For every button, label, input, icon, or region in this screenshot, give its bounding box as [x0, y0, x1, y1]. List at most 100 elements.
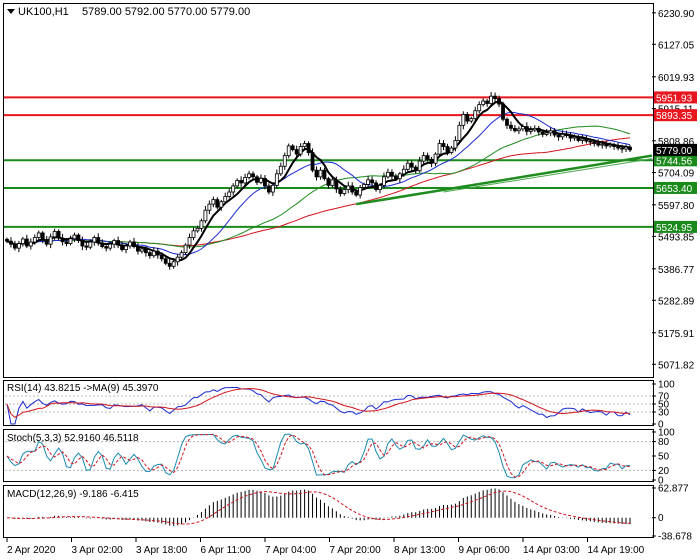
candle-body [374, 182, 378, 190]
candle-body [270, 184, 275, 193]
price-tick-label: 5071.82 [658, 360, 695, 371]
candle-body [513, 127, 517, 132]
candle-body [282, 155, 287, 167]
candle-body [235, 180, 240, 187]
candle-body [473, 110, 478, 120]
candle-body [179, 252, 184, 258]
candle-body [493, 95, 497, 100]
candle-body [112, 240, 117, 245]
candle-body [155, 250, 160, 256]
rsi-line [6, 387, 631, 425]
candle-body [247, 173, 251, 178]
candle-body [195, 228, 200, 232]
candle-body [116, 240, 121, 246]
rsi-panel-frame [3, 380, 654, 426]
candle-body [28, 241, 33, 247]
candle-body [481, 100, 486, 106]
candle-body [32, 237, 37, 243]
candle-body [274, 173, 279, 186]
candle-body [183, 244, 188, 254]
candle-body [255, 176, 259, 183]
candle-body [528, 129, 533, 132]
level-tags: 5951.93 5893.35 5744.56 5653.40 5524.95 5779.… [654, 91, 697, 234]
candle-body [310, 152, 315, 171]
candle-body [612, 144, 617, 147]
candle-body [68, 238, 73, 244]
candle-body [532, 127, 537, 131]
candle-body [441, 143, 446, 147]
candlesticks [5, 91, 632, 270]
symbol-timeframe: UK100,H1 [18, 6, 69, 18]
candle-body [596, 143, 601, 146]
time-tick-label: 8 Apr 13:00 [394, 545, 446, 556]
candle-body [163, 258, 168, 264]
candle-body [624, 146, 628, 150]
candle-body [207, 203, 212, 211]
candle-body [187, 237, 192, 246]
macd-label: MACD(12,26,9) -9.186 -6.415 [7, 489, 139, 500]
stoch-d-line [6, 433, 631, 478]
candle-body [175, 256, 180, 263]
candle-body [24, 238, 29, 247]
candle-body [36, 232, 41, 238]
time-tick-label: 2 Apr 2020 [7, 545, 56, 556]
candle-body [318, 169, 323, 178]
candle-body [568, 135, 573, 139]
candle-body [215, 199, 220, 208]
time-tick-label: 3 Apr 02:00 [72, 545, 124, 556]
candle-body [449, 147, 454, 153]
candle-body [143, 248, 148, 254]
candle-body [405, 162, 410, 170]
candle-body [520, 126, 525, 130]
candle-body [151, 250, 156, 257]
candle-body [92, 237, 97, 243]
candle-body [417, 160, 422, 172]
candle-body [9, 240, 13, 245]
candle-body [88, 241, 93, 248]
candle-body [390, 171, 394, 177]
indicator-tick-label: 0 [658, 420, 664, 431]
level-tag-label: 5951.93 [656, 93, 693, 104]
price-tick-label: 5808.86 [658, 137, 695, 148]
candle-body [239, 180, 244, 184]
rsi-ma-line [6, 388, 631, 418]
candle-body [290, 145, 295, 150]
candle-body [199, 220, 204, 229]
candle-body [497, 98, 501, 105]
ohlc-values: 5789.00 5792.00 5770.00 5779.00 [82, 6, 250, 18]
candle-body [346, 185, 351, 190]
candle-body [469, 118, 474, 122]
candle-body [294, 149, 299, 155]
candle-body [580, 138, 585, 141]
candle-body [334, 179, 339, 190]
candle-body [393, 175, 398, 180]
candle-body [604, 143, 609, 147]
candle-body [465, 113, 470, 122]
time-axis: 2 Apr 2020 3 Apr 02:00 3 Apr 18:00 6 Apr 11… [6, 538, 645, 556]
candle-body [17, 243, 21, 249]
candle-body [124, 245, 128, 251]
support-resistance-levels [4, 96, 653, 228]
candle-body [505, 118, 509, 126]
time-tick-label: 7 Apr 20:00 [330, 545, 382, 556]
time-tick-label: 9 Apr 06:00 [459, 545, 511, 556]
candle-body [457, 124, 462, 141]
candle-body [453, 140, 458, 149]
indicator-tick-label: 80 [658, 437, 670, 448]
candle-body [477, 104, 482, 112]
candle-body [330, 179, 335, 186]
level-tag-label: 5893.35 [656, 111, 693, 122]
candle-body [60, 237, 65, 243]
stoch-panel-frame [3, 429, 654, 482]
rsi-label: RSI(14) 43.8215 ->MA(9) 45.3970 [7, 383, 159, 394]
candle-body [362, 184, 367, 188]
triangle-down-icon[interactable] [7, 9, 15, 14]
price-tick-label: 5597.80 [658, 201, 695, 212]
candle-body [386, 171, 390, 178]
candle-body [516, 128, 521, 132]
level-tag-bg [654, 220, 697, 233]
time-tick-label: 3 Apr 18:00 [136, 545, 188, 556]
candle-body [203, 209, 208, 222]
